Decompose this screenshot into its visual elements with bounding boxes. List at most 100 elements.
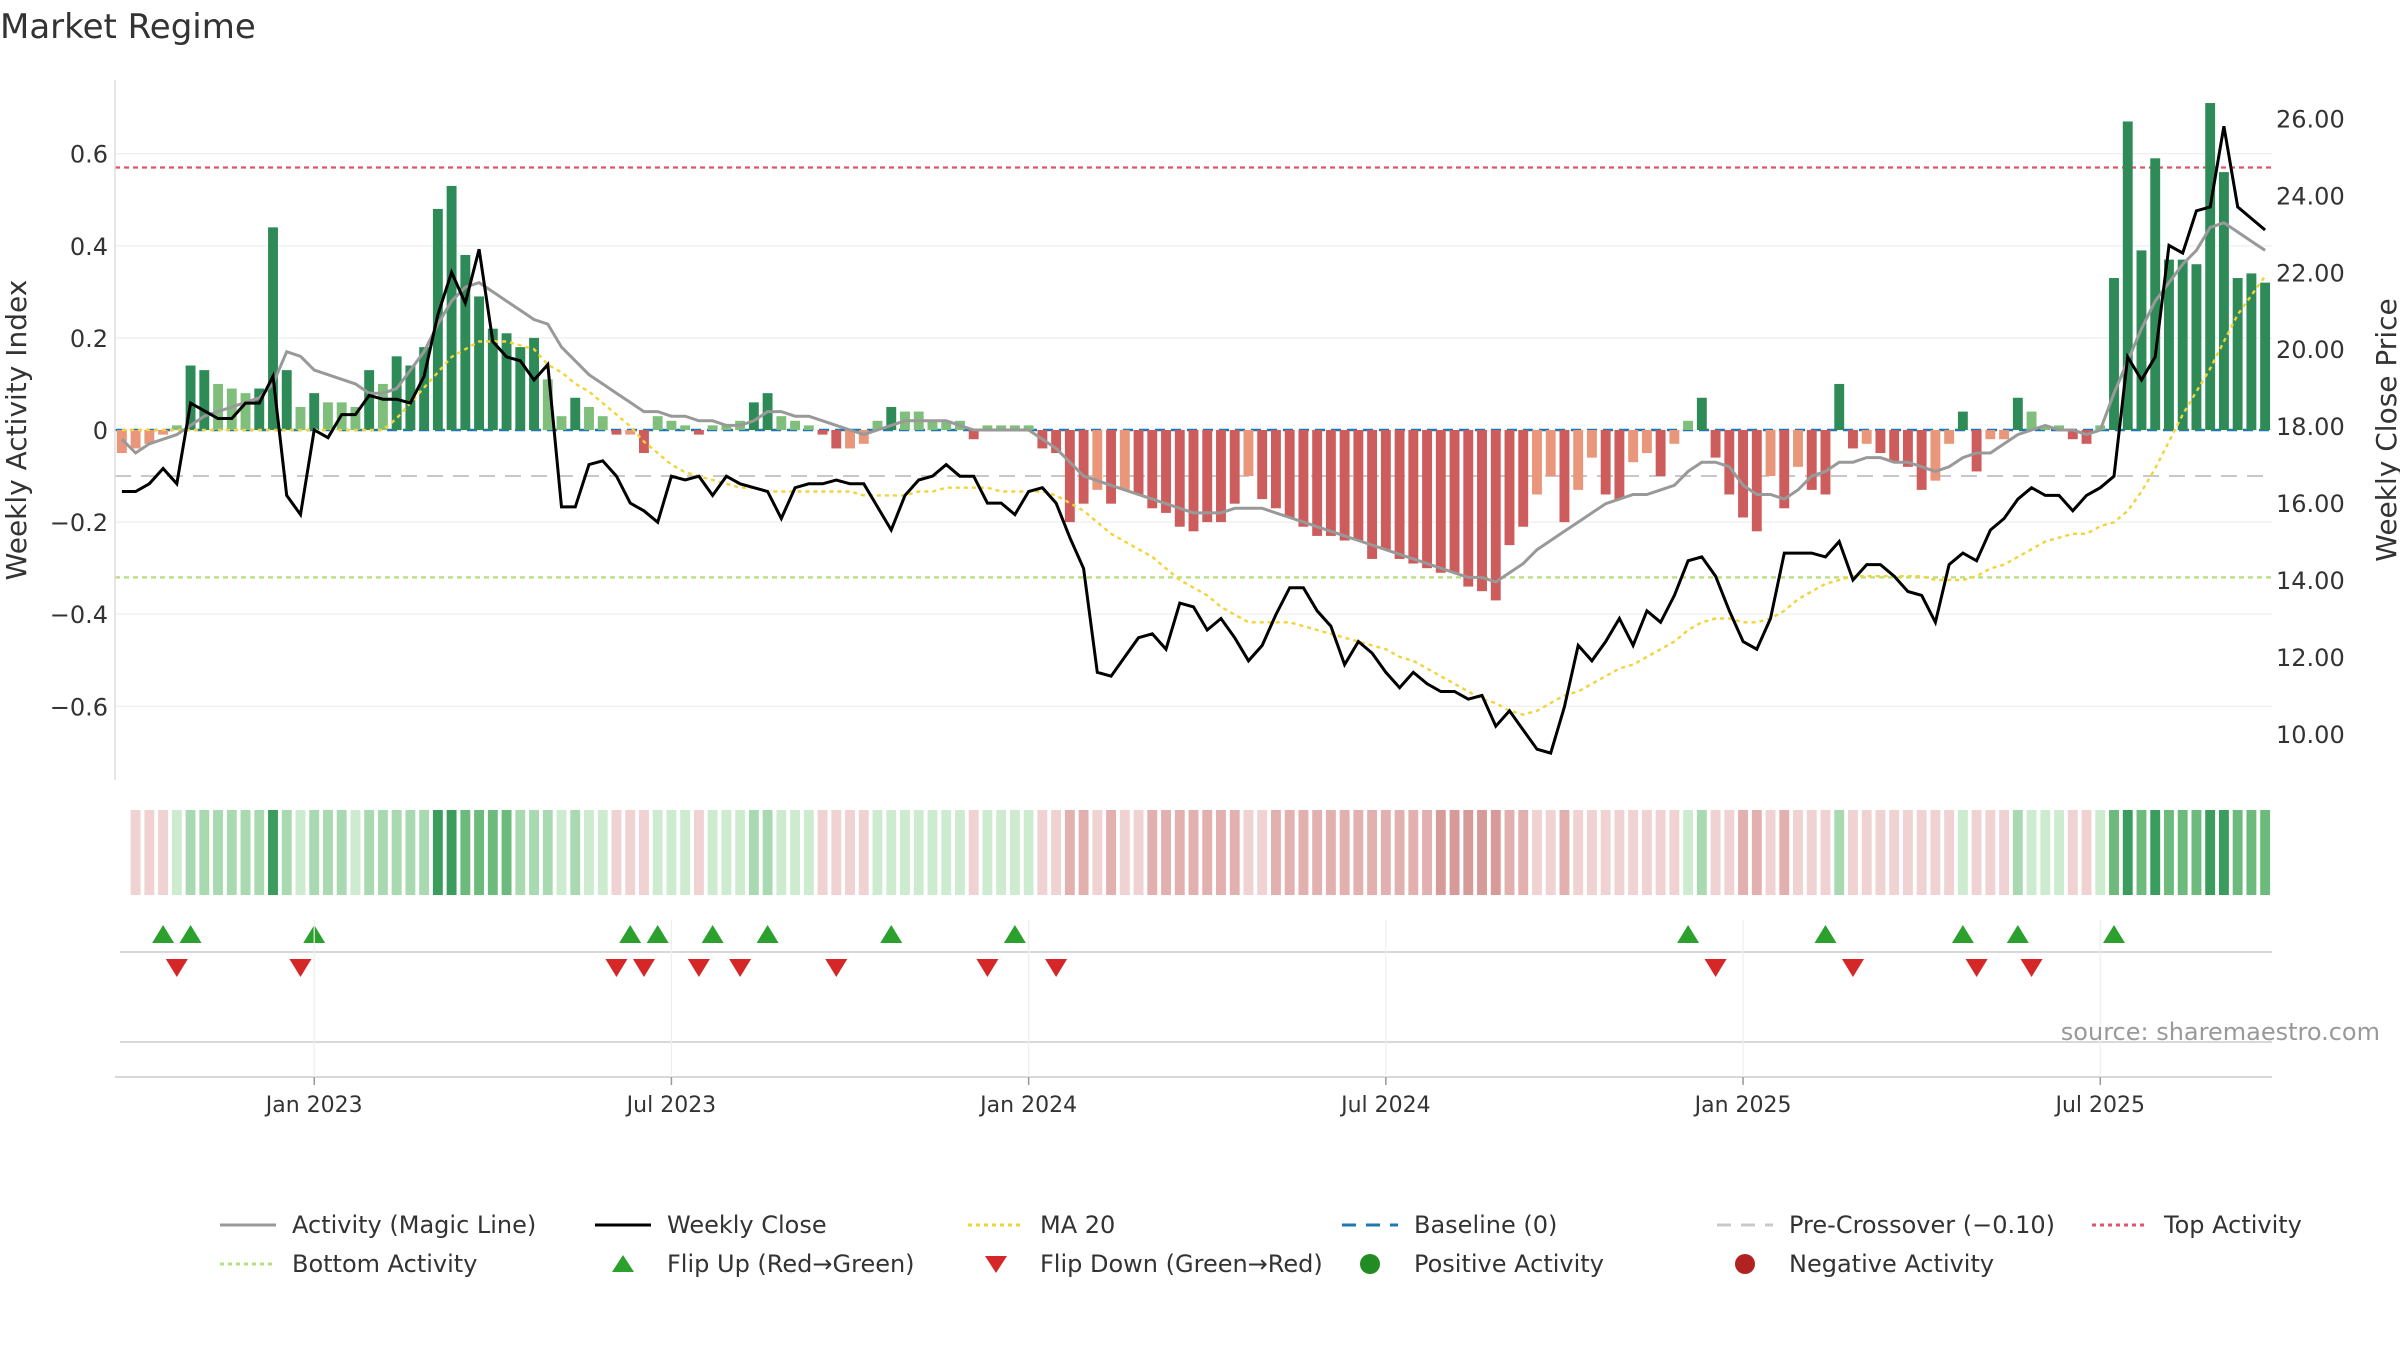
regime-cell	[886, 810, 897, 895]
regime-cell	[1738, 810, 1749, 895]
regime-cell	[831, 810, 842, 895]
activity-bar	[968, 430, 979, 440]
activity-bar	[1545, 430, 1556, 477]
activity-bar	[487, 328, 498, 430]
activity-bar	[323, 402, 333, 430]
regime-cell	[1243, 810, 1254, 895]
regime-cell	[735, 810, 746, 895]
regime-cell	[1064, 810, 1075, 895]
activity-bar	[680, 425, 691, 430]
regime-cell	[1641, 810, 1652, 895]
activity-bar	[1944, 430, 1955, 444]
right-tick-label: 20.00	[2276, 336, 2345, 364]
legend-item: Weekly Close	[595, 1211, 827, 1239]
legend-swatch	[985, 1256, 1007, 1273]
activity-bar	[1325, 430, 1336, 536]
regime-cell	[1380, 810, 1391, 895]
x-tick-label: Jan 2025	[1693, 1093, 1792, 1118]
legend-item: Top Activity	[2092, 1211, 2302, 1239]
regime-cell	[2095, 810, 2106, 895]
right-tick-label: 14.00	[2276, 567, 2345, 595]
activity-bar	[1367, 430, 1378, 559]
regime-cell	[1573, 810, 1584, 895]
activity-bar	[1312, 430, 1323, 536]
regime-cell	[2067, 810, 2078, 895]
activity-bar	[1188, 430, 1199, 532]
activity-bar	[1353, 430, 1364, 541]
regime-cell	[1861, 810, 1872, 895]
legend: Activity (Magic Line) Weekly Close MA 20 Ba…	[220, 1211, 2302, 1278]
legend-label: Top Activity	[2163, 1211, 2302, 1239]
activity-bar	[1449, 430, 1460, 573]
activity-bar	[1820, 430, 1831, 495]
activity-bar	[1806, 430, 1817, 490]
regime-cell	[405, 810, 416, 895]
activity-bar	[405, 365, 416, 430]
left-tick-label: −0.4	[50, 601, 108, 629]
regime-cell	[680, 810, 691, 895]
regime-cell	[1325, 810, 1336, 895]
regime-cell	[2177, 810, 2188, 895]
flip-down-marker	[1704, 959, 1727, 977]
regime-cell	[638, 810, 649, 895]
regime-cell	[1490, 810, 1501, 895]
activity-bar	[529, 337, 539, 430]
left-tick-label: −0.6	[50, 693, 108, 721]
activity-bar	[254, 388, 265, 430]
activity-bar	[2205, 103, 2216, 431]
regime-cell	[1944, 810, 1955, 895]
regime-cell	[1037, 810, 1048, 895]
regime-cell	[1023, 810, 1034, 895]
regime-cell	[1586, 810, 1597, 895]
regime-cell	[1312, 810, 1323, 895]
activity-bar	[350, 406, 361, 430]
flip-down-marker	[165, 959, 188, 977]
flip-down-marker	[605, 959, 628, 977]
activity-bar	[1216, 430, 1226, 523]
left-tick-label: −0.2	[50, 509, 108, 537]
activity-bar	[1161, 430, 1171, 513]
right-tick-label: 12.00	[2276, 644, 2345, 672]
regime-cell	[776, 810, 787, 895]
activity-bar	[213, 383, 223, 430]
regime-cell	[1161, 810, 1171, 895]
regime-cell	[2026, 810, 2037, 895]
regime-cell	[1270, 810, 1281, 895]
activity-bar	[1861, 430, 1872, 444]
activity-bar	[1380, 430, 1391, 550]
regime-cell	[1532, 810, 1542, 895]
regime-cell	[1916, 810, 1927, 895]
regime-cell	[199, 810, 210, 895]
regime-cell	[130, 810, 141, 895]
weekly-close-line	[121, 125, 2267, 755]
regime-cell	[2164, 810, 2174, 895]
activity-bar	[982, 425, 993, 430]
activity-bar	[1490, 430, 1501, 601]
regime-cell	[1367, 810, 1378, 895]
activity-bar	[460, 255, 471, 430]
legend-item: Baseline (0)	[1342, 1211, 1557, 1239]
regime-cell	[1902, 810, 1913, 895]
regime-cell	[1394, 810, 1405, 895]
activity-bar	[295, 406, 306, 430]
activity-bar	[1641, 430, 1652, 454]
regime-cell	[1834, 810, 1845, 895]
activity-bar	[1394, 430, 1405, 559]
right-tick-label: 22.00	[2276, 259, 2345, 287]
legend-item: Positive Activity	[1360, 1250, 1604, 1278]
regime-cell	[1779, 810, 1790, 895]
legend-label: Flip Down (Green→Red)	[1040, 1250, 1323, 1278]
legend-item: Flip Up (Red→Green)	[612, 1250, 915, 1278]
legend-label: Baseline (0)	[1414, 1211, 1557, 1239]
flip-up-marker	[2103, 925, 2126, 943]
activity-bar	[1793, 430, 1803, 467]
regime-cell	[419, 810, 430, 895]
legend-item: Pre-Crossover (−0.10)	[1717, 1211, 2055, 1239]
activity-bar	[116, 430, 127, 454]
activity-bar	[652, 416, 663, 430]
activity-bar	[515, 347, 526, 430]
activity-bar	[2150, 158, 2161, 430]
regime-cell	[982, 810, 993, 895]
activity-bar	[1463, 430, 1474, 587]
activity-bar	[776, 416, 787, 430]
